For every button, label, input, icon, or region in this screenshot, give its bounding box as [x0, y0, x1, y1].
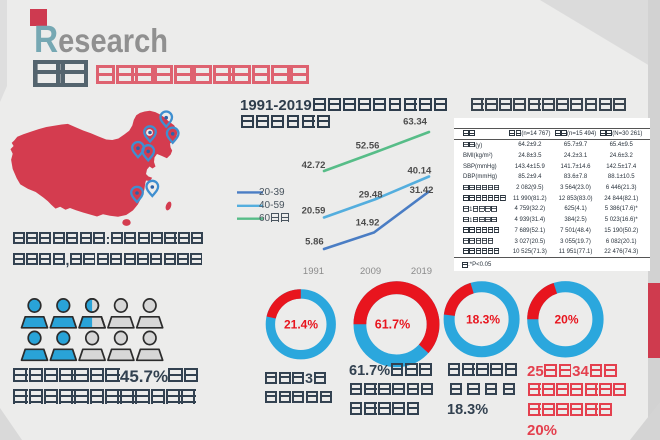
- svg-text:29.48: 29.48: [359, 190, 383, 201]
- svg-text:5.86: 5.86: [305, 237, 324, 248]
- svg-text:31.42: 31.42: [410, 185, 434, 196]
- svg-text:42.72: 42.72: [302, 160, 326, 171]
- svg-text:14.92: 14.92: [356, 218, 380, 229]
- svg-text:21.4%: 21.4%: [284, 318, 318, 332]
- svg-text:2019: 2019: [411, 266, 432, 277]
- svg-text:2009: 2009: [360, 266, 381, 277]
- svg-text:20%: 20%: [554, 313, 578, 327]
- svg-text:52.56: 52.56: [356, 141, 380, 152]
- svg-text:20.59: 20.59: [302, 206, 326, 217]
- svg-text:63.34: 63.34: [403, 117, 427, 128]
- svg-text:18.3%: 18.3%: [466, 313, 500, 327]
- svg-text:1991: 1991: [303, 266, 324, 277]
- svg-text:61.7%: 61.7%: [375, 318, 410, 332]
- svg-text:40.14: 40.14: [408, 166, 432, 177]
